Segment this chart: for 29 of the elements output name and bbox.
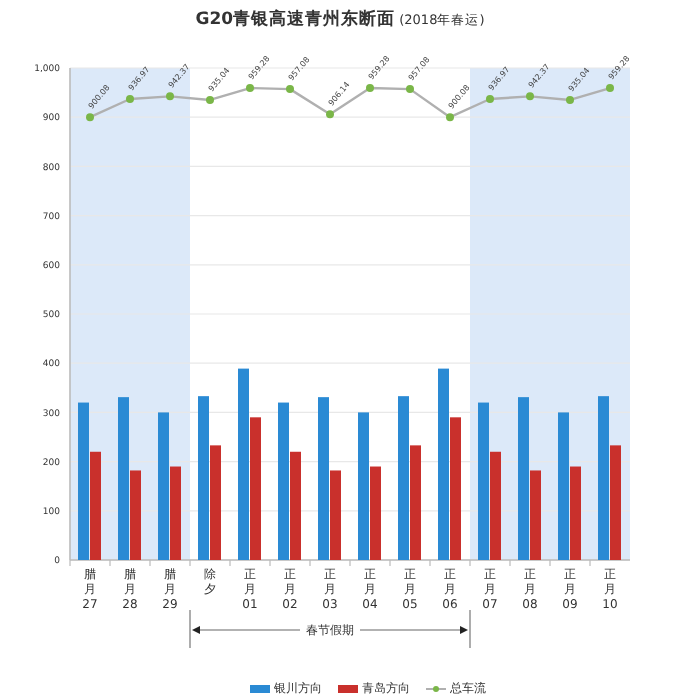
bar [610,445,621,560]
bar [158,412,169,560]
bar [130,470,141,560]
bar [238,368,249,560]
bar [318,397,329,560]
bar [330,470,341,560]
bar [250,417,261,560]
bar [398,396,409,560]
bar [570,466,581,560]
bar [198,396,209,560]
bar [290,451,301,560]
bar [518,397,529,560]
bar [78,402,89,560]
bar [210,445,221,560]
chart-title: G20青银高速青州东断面 [195,10,396,30]
bar [450,417,461,560]
bar [490,451,501,560]
bar [598,396,609,560]
bar [410,445,421,560]
bar [370,466,381,560]
bar [530,470,541,560]
bar [478,402,489,560]
bar [90,451,101,560]
bar [558,412,569,560]
bar [278,402,289,560]
bar [118,397,129,560]
bar [170,466,181,560]
bar [438,368,449,560]
bar [358,412,369,560]
